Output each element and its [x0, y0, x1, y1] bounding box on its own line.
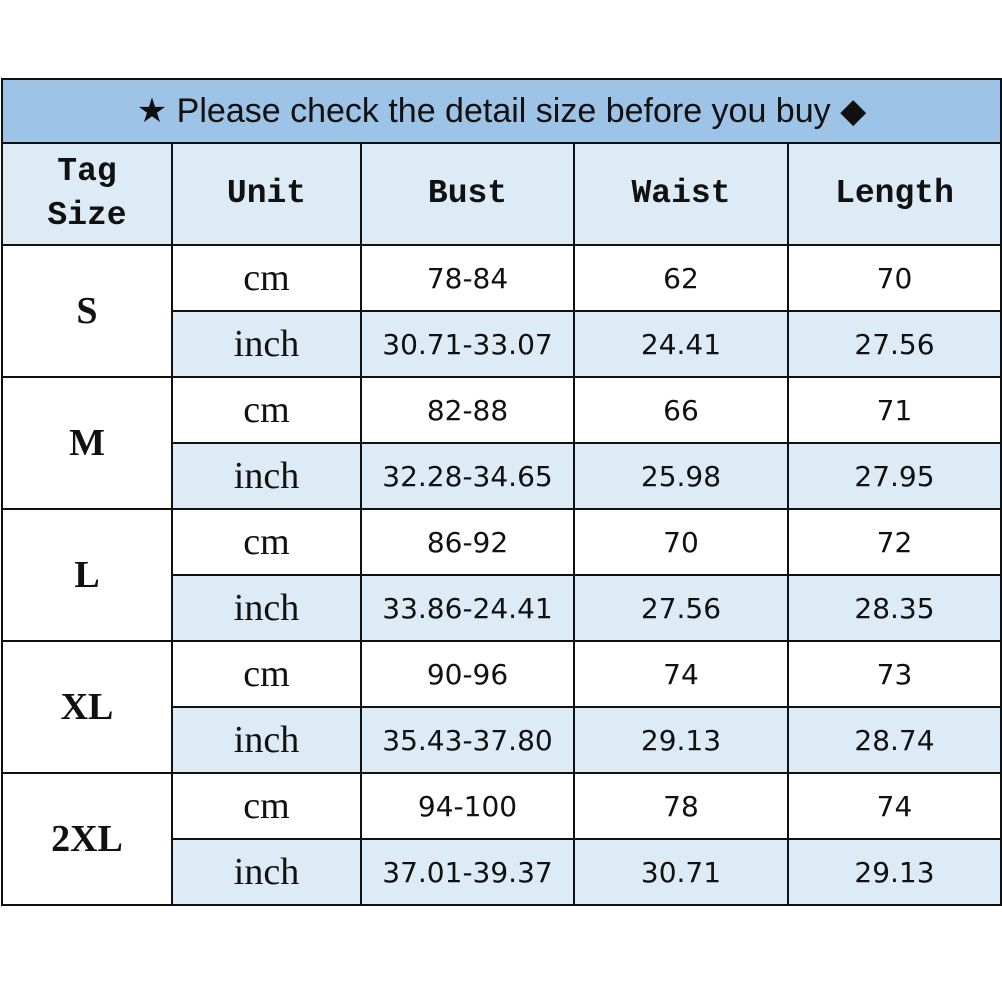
- table-row: 2XL cm 94-100 78 74: [1, 772, 1002, 906]
- table-row: inch 35.43-37.80 29.13 28.74: [2, 706, 1002, 774]
- table-row: inch 30.71-33.07 24.41 27.56: [2, 310, 1002, 378]
- unit-cell: cm: [171, 772, 362, 840]
- tag-size-cell: 2XL: [1, 772, 173, 906]
- waist-cell: 74: [573, 640, 789, 708]
- length-cell: 27.95: [787, 442, 1002, 510]
- table-row: inch 33.86-24.41 27.56 28.35: [2, 574, 1002, 642]
- bust-cell: 82-88: [360, 376, 575, 444]
- header-length: Length: [787, 142, 1002, 246]
- header-waist: Waist: [573, 142, 789, 246]
- bust-cell: 32.28-34.65: [360, 442, 575, 510]
- table-row: inch 37.01-39.37 30.71 29.13: [2, 838, 1002, 906]
- unit-cell: cm: [171, 376, 362, 444]
- length-cell: 74: [787, 772, 1002, 840]
- waist-cell: 30.71: [573, 838, 789, 906]
- size-chart-table: ★ Please check the detail size before yo…: [1, 78, 1002, 906]
- header-bust: Bust: [360, 142, 575, 246]
- bust-cell: 78-84: [360, 244, 575, 312]
- length-cell: 29.13: [787, 838, 1002, 906]
- tag-size-cell: XL: [1, 640, 173, 774]
- unit-cell: inch: [171, 838, 362, 906]
- waist-cell: 27.56: [573, 574, 789, 642]
- tag-size-cell: S: [1, 244, 173, 378]
- waist-cell: 25.98: [573, 442, 789, 510]
- unit-cell: inch: [171, 706, 362, 774]
- unit-cell: inch: [171, 310, 362, 378]
- length-cell: 70: [787, 244, 1002, 312]
- bust-cell: 35.43-37.80: [360, 706, 575, 774]
- unit-cell: cm: [171, 244, 362, 312]
- length-cell: 28.35: [787, 574, 1002, 642]
- bust-cell: 37.01-39.37: [360, 838, 575, 906]
- length-cell: 71: [787, 376, 1002, 444]
- waist-cell: 62: [573, 244, 789, 312]
- waist-cell: 70: [573, 508, 789, 576]
- length-cell: 72: [787, 508, 1002, 576]
- length-cell: 28.74: [787, 706, 1002, 774]
- header-unit: Unit: [171, 142, 362, 246]
- length-cell: 27.56: [787, 310, 1002, 378]
- table-row: XL cm 90-96 74 73: [1, 640, 1002, 774]
- waist-cell: 78: [573, 772, 789, 840]
- tag-size-cell: L: [1, 508, 173, 642]
- bust-cell: 30.71-33.07: [360, 310, 575, 378]
- waist-cell: 29.13: [573, 706, 789, 774]
- size-chart-title: ★ Please check the detail size before yo…: [1, 78, 1002, 144]
- bust-cell: 33.86-24.41: [360, 574, 575, 642]
- waist-cell: 24.41: [573, 310, 789, 378]
- header-tag-size: Tag Size: [1, 142, 173, 246]
- unit-cell: inch: [171, 574, 362, 642]
- bust-cell: 90-96: [360, 640, 575, 708]
- length-cell: 73: [787, 640, 1002, 708]
- unit-cell: cm: [171, 640, 362, 708]
- waist-cell: 66: [573, 376, 789, 444]
- bust-cell: 94-100: [360, 772, 575, 840]
- unit-cell: cm: [171, 508, 362, 576]
- unit-cell: inch: [171, 442, 362, 510]
- bust-cell: 86-92: [360, 508, 575, 576]
- tag-size-cell: M: [1, 376, 173, 510]
- table-row: inch 32.28-34.65 25.98 27.95: [2, 442, 1002, 510]
